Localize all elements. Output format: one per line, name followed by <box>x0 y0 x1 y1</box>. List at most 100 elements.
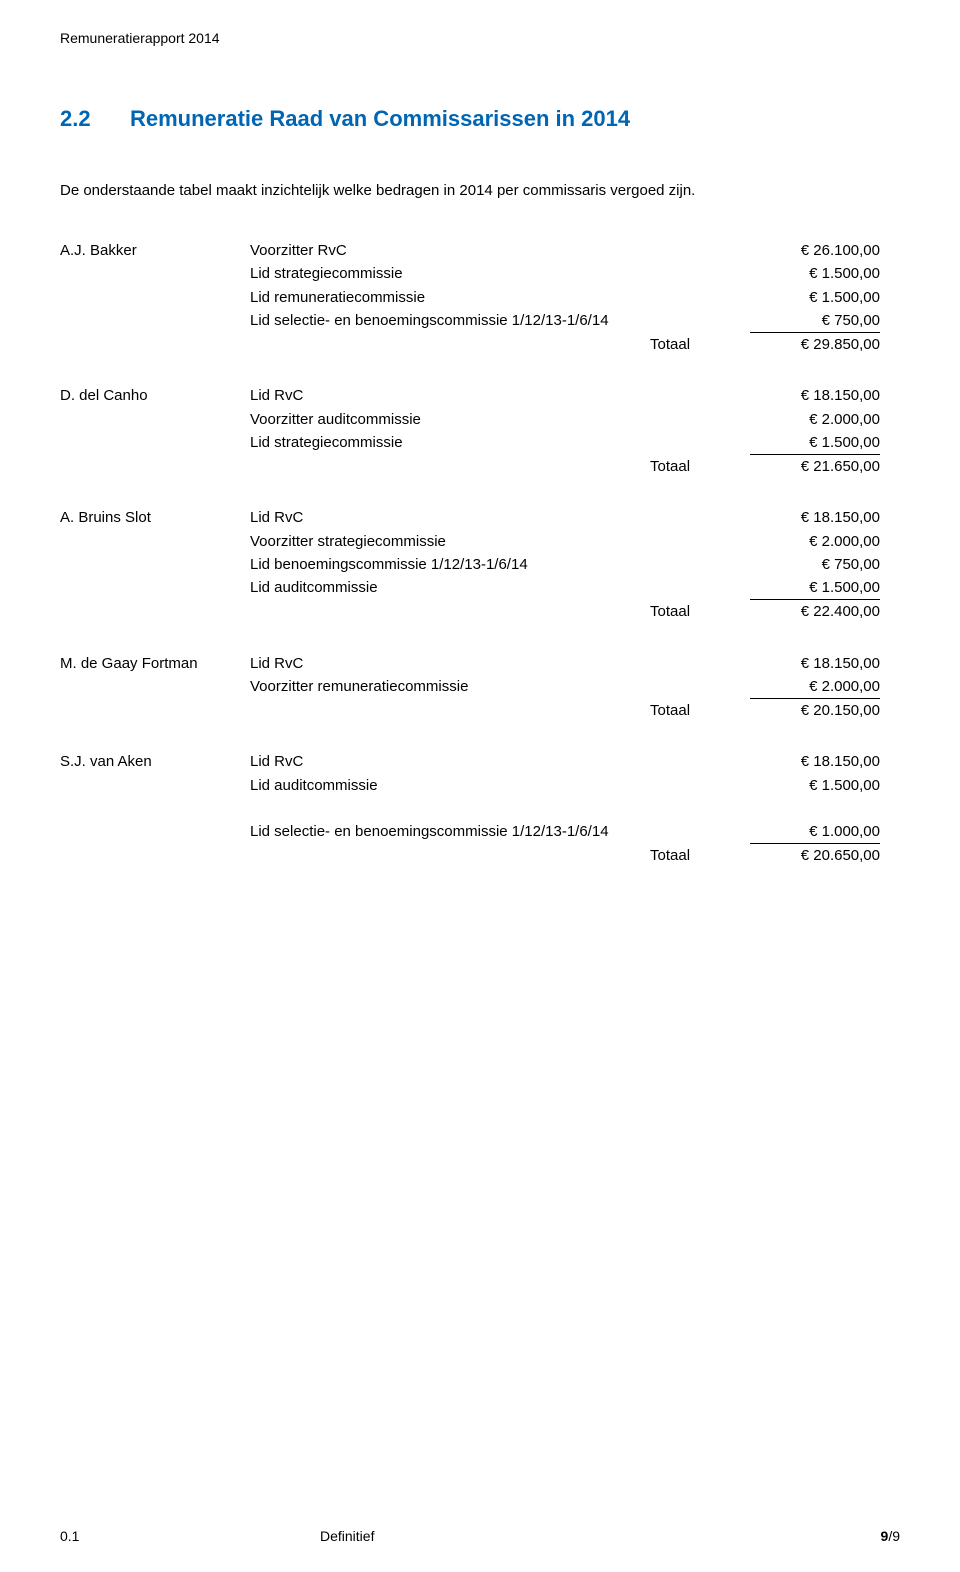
spacer <box>250 600 650 623</box>
page-footer: 0.1 Definitief 9/9 <box>60 1528 900 1544</box>
spacer <box>60 600 250 623</box>
spacer <box>650 750 750 773</box>
table-row: Lid remuneratiecommissie € 1.500,00 <box>60 286 900 309</box>
table-row: D. del Canho Lid RvC € 18.150,00 <box>60 384 900 407</box>
role-label: Lid RvC <box>250 506 650 529</box>
role-label: Voorzitter RvC <box>250 239 650 262</box>
amount-value: € 2.000,00 <box>750 408 880 431</box>
section-title: Remuneratie Raad van Commissarissen in 2… <box>130 106 630 132</box>
spacer <box>60 675 250 699</box>
spacer <box>650 384 750 407</box>
amount-value: € 1.500,00 <box>750 286 880 309</box>
footer-status: Definitief <box>320 1528 881 1544</box>
amount-value: € 18.150,00 <box>750 506 880 529</box>
amount-value: € 1.500,00 <box>750 262 880 285</box>
spacer <box>650 576 750 600</box>
spacer <box>650 262 750 285</box>
total-amount: € 20.650,00 <box>750 844 880 867</box>
spacer <box>250 844 650 867</box>
total-row: Totaal € 22.400,00 <box>60 600 900 623</box>
spacer <box>650 652 750 675</box>
amount-value: € 1.000,00 <box>750 820 880 844</box>
spacer <box>650 506 750 529</box>
amount-value: € 750,00 <box>750 309 880 333</box>
total-label: Totaal <box>650 844 750 867</box>
footer-version: 0.1 <box>60 1528 320 1544</box>
total-amount: € 20.150,00 <box>750 699 880 722</box>
table-row: Lid selectie- en benoemingscommissie 1/1… <box>60 309 900 333</box>
spacer <box>60 699 250 722</box>
table-row: S.J. van Aken Lid RvC € 18.150,00 <box>60 750 900 773</box>
table-row: Voorzitter strategiecommissie € 2.000,00 <box>60 530 900 553</box>
role-label: Lid strategiecommissie <box>250 262 650 285</box>
page-body: Remuneratierapport 2014 2.2 Remuneratie … <box>0 0 960 867</box>
role-label: Lid auditcommissie <box>250 576 650 600</box>
person-block: S.J. van Aken Lid RvC € 18.150,00 Lid au… <box>60 750 900 867</box>
table-row: Lid strategiecommissie € 1.500,00 <box>60 431 900 455</box>
role-label: Voorzitter auditcommissie <box>250 408 650 431</box>
person-block: A. Bruins Slot Lid RvC € 18.150,00 Voorz… <box>60 506 900 623</box>
spacer <box>60 431 250 455</box>
total-amount: € 22.400,00 <box>750 600 880 623</box>
amount-value: € 750,00 <box>750 553 880 576</box>
table-row: M. de Gaay Fortman Lid RvC € 18.150,00 <box>60 652 900 675</box>
role-label: Lid selectie- en benoemingscommissie 1/1… <box>250 309 650 333</box>
spacer <box>650 553 750 576</box>
spacer <box>650 239 750 262</box>
role-label: Voorzitter remuneratiecommissie <box>250 675 650 699</box>
spacer <box>60 333 250 356</box>
table-row: Lid selectie- en benoemingscommissie 1/1… <box>60 820 900 844</box>
table-row: Lid auditcommissie € 1.500,00 <box>60 774 900 797</box>
section-heading: 2.2 Remuneratie Raad van Commissarissen … <box>60 106 900 132</box>
spacer <box>60 797 250 820</box>
total-amount: € 21.650,00 <box>750 455 880 478</box>
person-name: A.J. Bakker <box>60 239 250 262</box>
role-label: Voorzitter strategiecommissie <box>250 530 650 553</box>
role-label: Lid RvC <box>250 750 650 773</box>
spacer <box>250 455 650 478</box>
spacer <box>250 699 650 722</box>
page-header-title: Remuneratierapport 2014 <box>60 30 900 46</box>
spacer <box>60 774 250 797</box>
table-row: Voorzitter auditcommissie € 2.000,00 <box>60 408 900 431</box>
role-label: Lid selectie- en benoemingscommissie 1/1… <box>250 820 650 844</box>
spacer <box>60 309 250 333</box>
intro-paragraph: De onderstaande tabel maakt inzichtelijk… <box>60 182 900 199</box>
spacer <box>60 408 250 431</box>
person-block: D. del Canho Lid RvC € 18.150,00 Voorzit… <box>60 384 900 478</box>
table-row: A. Bruins Slot Lid RvC € 18.150,00 <box>60 506 900 529</box>
table-row: Voorzitter remuneratiecommissie € 2.000,… <box>60 675 900 699</box>
page-total: 9 <box>892 1528 900 1544</box>
role-label: Lid RvC <box>250 384 650 407</box>
amount-value: € 2.000,00 <box>750 530 880 553</box>
table-row: Lid auditcommissie € 1.500,00 <box>60 576 900 600</box>
spacer <box>650 286 750 309</box>
spacer <box>650 774 750 797</box>
total-label: Totaal <box>650 699 750 722</box>
amount-value: € 1.500,00 <box>750 774 880 797</box>
amount-value: € 2.000,00 <box>750 675 880 699</box>
spacer <box>650 820 750 844</box>
person-name: S.J. van Aken <box>60 750 250 773</box>
amount-value: € 18.150,00 <box>750 750 880 773</box>
person-name: M. de Gaay Fortman <box>60 652 250 675</box>
table-row: Lid benoemingscommissie 1/12/13-1/6/14 €… <box>60 553 900 576</box>
person-name: A. Bruins Slot <box>60 506 250 529</box>
spacer <box>650 675 750 699</box>
spacer <box>650 408 750 431</box>
spacer <box>250 333 650 356</box>
spacer <box>60 530 250 553</box>
table-row <box>60 797 900 820</box>
spacer <box>60 820 250 844</box>
total-label: Totaal <box>650 600 750 623</box>
section-number: 2.2 <box>60 106 130 132</box>
spacer <box>650 431 750 455</box>
spacer <box>60 455 250 478</box>
total-row: Totaal € 21.650,00 <box>60 455 900 478</box>
total-amount: € 29.850,00 <box>750 333 880 356</box>
spacer <box>650 309 750 333</box>
spacer <box>60 286 250 309</box>
footer-page-number: 9/9 <box>881 1528 900 1544</box>
role-label: Lid strategiecommissie <box>250 431 650 455</box>
spacer <box>60 576 250 600</box>
